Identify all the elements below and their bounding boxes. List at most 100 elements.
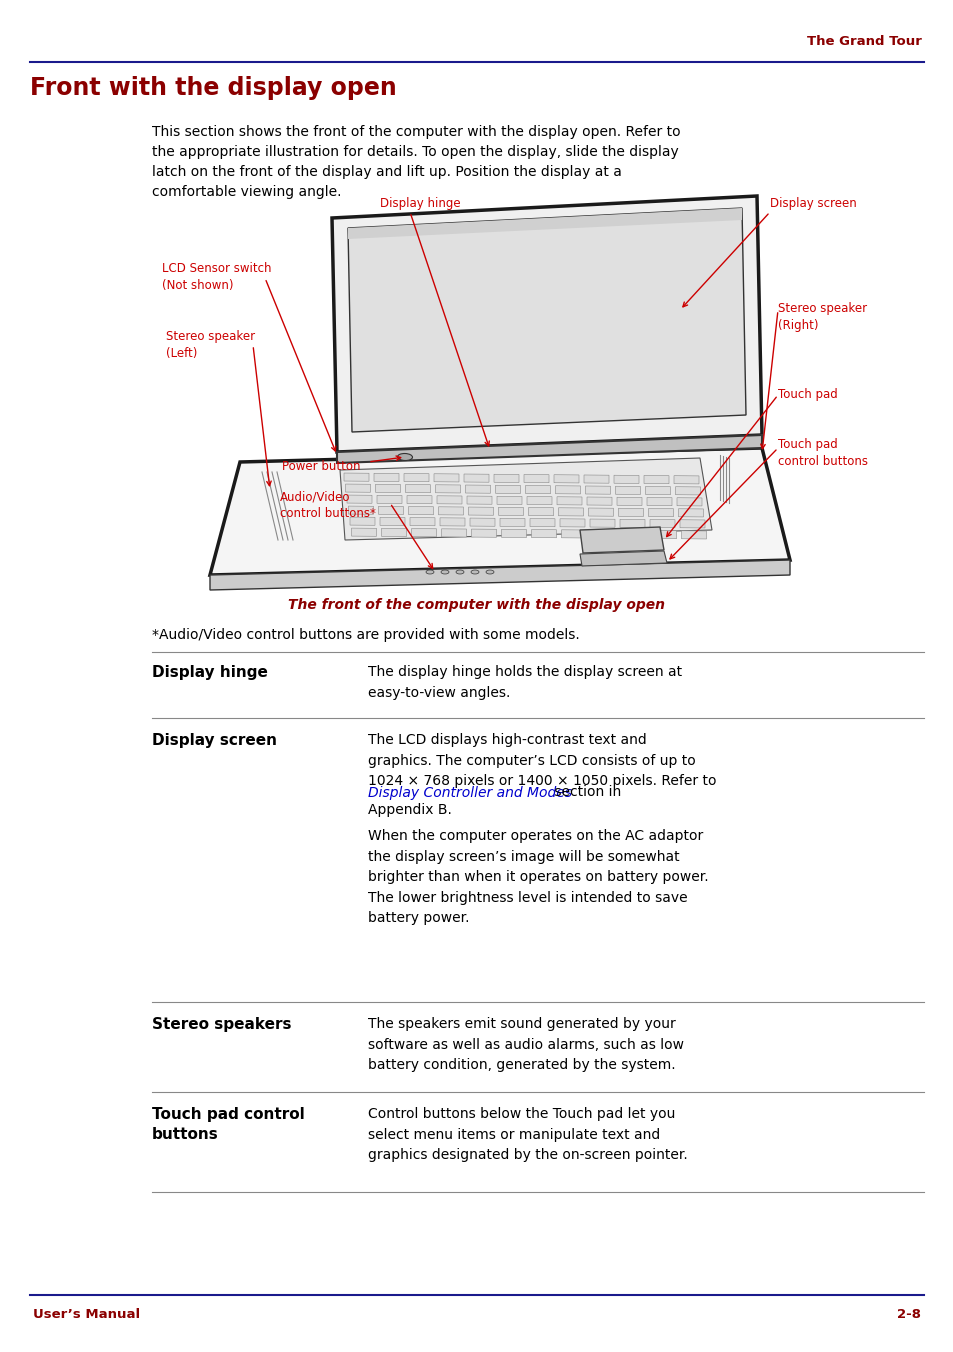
Polygon shape — [347, 495, 372, 503]
Text: Control buttons below the Touch pad let you
select menu items or manipulate text: Control buttons below the Touch pad let … — [368, 1107, 687, 1163]
Polygon shape — [679, 519, 704, 529]
Polygon shape — [410, 518, 435, 526]
Text: Display screen: Display screen — [769, 197, 856, 210]
Polygon shape — [332, 196, 761, 452]
Text: 2-8: 2-8 — [896, 1307, 920, 1321]
Polygon shape — [381, 529, 406, 537]
Text: The front of the computer with the display open: The front of the computer with the displ… — [288, 598, 665, 612]
Polygon shape — [649, 519, 675, 527]
Polygon shape — [351, 529, 376, 537]
Polygon shape — [376, 495, 401, 503]
Polygon shape — [465, 485, 490, 493]
Polygon shape — [408, 507, 433, 515]
Polygon shape — [378, 506, 403, 515]
Text: User’s Manual: User’s Manual — [33, 1307, 140, 1321]
Polygon shape — [528, 507, 553, 515]
Polygon shape — [436, 496, 461, 504]
Text: Display Controller and Modes: Display Controller and Modes — [368, 786, 572, 799]
Polygon shape — [348, 506, 374, 514]
Polygon shape — [439, 518, 464, 526]
Polygon shape — [523, 475, 548, 483]
Polygon shape — [586, 498, 612, 506]
Polygon shape — [645, 487, 670, 495]
Polygon shape — [530, 519, 555, 527]
Polygon shape — [344, 473, 369, 481]
Polygon shape — [501, 530, 526, 538]
Text: The LCD displays high-contrast text and
graphics. The computer’s LCD consists of: The LCD displays high-contrast text and … — [368, 733, 716, 788]
Text: section in: section in — [550, 786, 620, 799]
Polygon shape — [648, 508, 673, 516]
Polygon shape — [403, 473, 429, 481]
Polygon shape — [495, 485, 520, 493]
Text: When the computer operates on the AC adaptor
the display screen’s image will be : When the computer operates on the AC ada… — [368, 829, 708, 925]
Polygon shape — [339, 458, 711, 539]
Polygon shape — [210, 560, 789, 589]
Polygon shape — [677, 498, 701, 506]
Polygon shape — [555, 485, 579, 493]
Polygon shape — [643, 476, 668, 484]
Text: Display hinge: Display hinge — [152, 665, 268, 680]
Polygon shape — [579, 552, 666, 566]
Text: Audio/Video
control buttons*: Audio/Video control buttons* — [280, 489, 375, 521]
Text: Display screen: Display screen — [152, 733, 276, 748]
Polygon shape — [375, 484, 400, 492]
Polygon shape — [379, 518, 405, 526]
Polygon shape — [498, 507, 523, 515]
Text: The display hinge holds the display screen at
easy-to-view angles.: The display hinge holds the display scre… — [368, 665, 681, 699]
Ellipse shape — [426, 571, 434, 575]
Polygon shape — [531, 530, 556, 538]
Polygon shape — [614, 475, 639, 484]
Text: Power button: Power button — [282, 460, 360, 473]
Polygon shape — [497, 496, 521, 504]
Polygon shape — [336, 435, 761, 462]
Ellipse shape — [440, 571, 449, 575]
Polygon shape — [619, 519, 644, 527]
Text: This section shows the front of the computer with the display open. Refer to
the: This section shows the front of the comp… — [152, 124, 679, 199]
Text: Stereo speaker
(Right): Stereo speaker (Right) — [778, 301, 866, 333]
Polygon shape — [589, 519, 615, 527]
Polygon shape — [407, 496, 432, 504]
Text: *Audio/Video control buttons are provided with some models.: *Audio/Video control buttons are provide… — [152, 627, 579, 642]
Polygon shape — [558, 508, 583, 516]
Polygon shape — [559, 519, 584, 527]
Polygon shape — [438, 507, 463, 515]
Polygon shape — [620, 530, 646, 538]
Polygon shape — [557, 496, 581, 504]
Polygon shape — [471, 529, 496, 537]
Polygon shape — [585, 485, 610, 495]
Text: LCD Sensor switch
(Not shown): LCD Sensor switch (Not shown) — [162, 262, 272, 292]
Polygon shape — [525, 485, 550, 493]
Text: Touch pad control
buttons: Touch pad control buttons — [152, 1107, 304, 1142]
Polygon shape — [405, 484, 430, 492]
Text: The speakers emit sound generated by your
software as well as audio alarms, such: The speakers emit sound generated by you… — [368, 1017, 683, 1072]
Polygon shape — [463, 475, 489, 483]
Ellipse shape — [456, 571, 463, 575]
Polygon shape — [411, 529, 436, 537]
Polygon shape — [561, 530, 586, 538]
Polygon shape — [468, 507, 493, 515]
Polygon shape — [617, 498, 641, 506]
Polygon shape — [588, 508, 613, 516]
Text: Appendix B.: Appendix B. — [368, 803, 452, 817]
Polygon shape — [583, 475, 608, 483]
Polygon shape — [435, 485, 460, 493]
Polygon shape — [646, 498, 671, 506]
Polygon shape — [678, 508, 702, 516]
Polygon shape — [494, 475, 518, 483]
Text: The Grand Tour: The Grand Tour — [806, 35, 921, 49]
Text: Stereo speakers: Stereo speakers — [152, 1017, 292, 1032]
Ellipse shape — [471, 571, 478, 575]
Polygon shape — [467, 496, 492, 504]
Polygon shape — [651, 530, 676, 538]
Polygon shape — [499, 518, 524, 526]
Polygon shape — [374, 473, 398, 481]
Polygon shape — [350, 516, 375, 526]
Text: Touch pad
control buttons: Touch pad control buttons — [778, 438, 867, 468]
Polygon shape — [615, 487, 639, 495]
Ellipse shape — [397, 453, 412, 461]
Polygon shape — [591, 530, 616, 538]
Text: Front with the display open: Front with the display open — [30, 76, 396, 100]
Polygon shape — [554, 475, 578, 483]
Text: Stereo speaker
(Left): Stereo speaker (Left) — [166, 330, 254, 360]
Polygon shape — [348, 208, 745, 433]
